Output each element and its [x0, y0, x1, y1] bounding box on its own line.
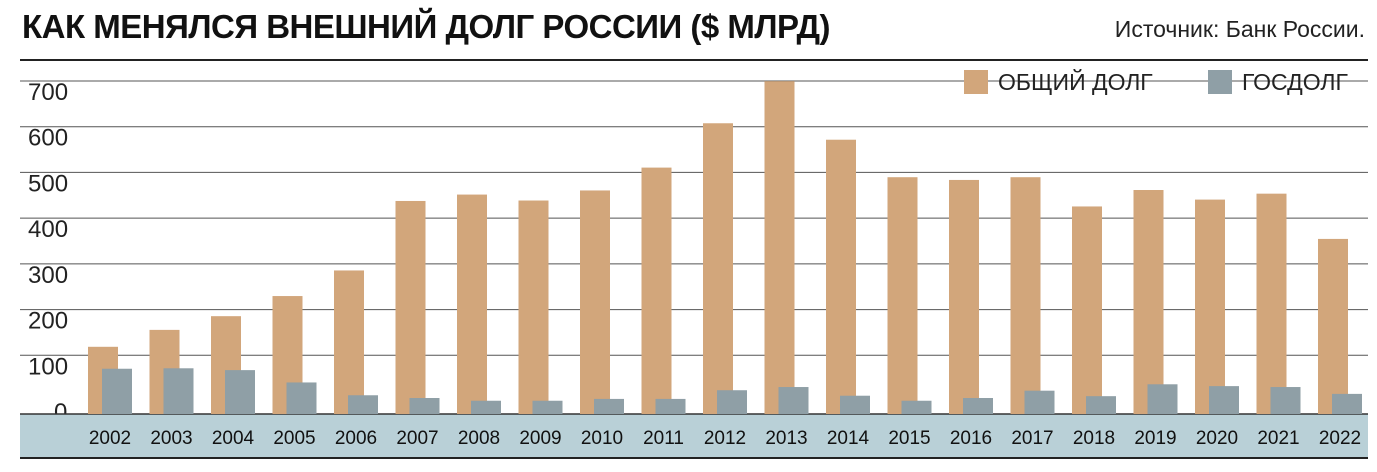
- y-tick-label-600: 600: [28, 125, 68, 152]
- bar-gov-2006: [348, 395, 378, 414]
- bar-gov-2002: [102, 368, 132, 414]
- x-axis-ticks: 2002 2003 2004 2005 2006 2007 2008 2009 2010 2011…: [89, 428, 1361, 449]
- bar-total-2018: [1072, 206, 1102, 414]
- bar-total-2006: [334, 270, 364, 414]
- x-axis-band: [20, 414, 1368, 458]
- legend-label-total: ОБЩИЙ ДОЛГ: [998, 68, 1153, 95]
- bar-gov-2003: [163, 368, 194, 414]
- bar-total-2019: [1133, 190, 1164, 414]
- bar-total-2008: [457, 194, 487, 414]
- gridlines: [20, 80, 1368, 356]
- bar-total-2013: [764, 81, 795, 414]
- bar-gov-2012: [717, 390, 747, 414]
- bar-total-2010: [580, 190, 610, 414]
- x-tick-label-2021: 2021: [1257, 428, 1299, 449]
- x-tick-label-2003: 2003: [150, 428, 192, 449]
- bar-gov-2011: [655, 398, 686, 414]
- bar-total-2009: [518, 200, 549, 414]
- y-tick-label-500: 500: [28, 170, 68, 197]
- bar-gov-2015: [901, 400, 932, 414]
- y-tick-label-400: 400: [28, 216, 68, 243]
- x-tick-label-2012: 2012: [704, 428, 746, 449]
- legend-swatch-gov: [1208, 70, 1232, 94]
- bar-gov-2007: [409, 398, 440, 414]
- legend: ОБЩИЙ ДОЛГ ГОСДОЛГ: [964, 68, 1348, 95]
- bar-gov-2019: [1147, 384, 1178, 414]
- x-tick-label-2011: 2011: [643, 428, 684, 449]
- bar-total-2011: [641, 167, 672, 414]
- bar-total-2020: [1195, 199, 1225, 414]
- bar-total-2016: [949, 179, 979, 414]
- bar-gov-2005: [286, 382, 317, 414]
- bar-gov-2004: [225, 370, 255, 414]
- x-tick-label-2020: 2020: [1196, 428, 1238, 449]
- x-tick-label-2006: 2006: [335, 428, 377, 449]
- bar-total-2017: [1010, 177, 1041, 414]
- x-tick-label-2022: 2022: [1319, 428, 1361, 449]
- x-tick-label-2013: 2013: [765, 428, 807, 449]
- x-tick-label-2017: 2017: [1011, 428, 1053, 449]
- bar-total-2007: [395, 200, 426, 414]
- legend-label-gov: ГОСДОЛГ: [1242, 69, 1348, 95]
- bar-total-2014: [826, 139, 856, 414]
- bar-gov-2010: [594, 398, 624, 414]
- bar-gov-2021: [1270, 387, 1301, 414]
- source-note: Источник: Банк России.: [1114, 16, 1365, 42]
- bar-total-2021: [1256, 193, 1287, 414]
- chart-title: КАК МЕНЯЛСЯ ВНЕШНИЙ ДОЛГ РОССИИ ($ МЛРД): [22, 8, 830, 45]
- x-tick-label-2014: 2014: [827, 428, 870, 449]
- x-tick-label-2002: 2002: [89, 428, 131, 449]
- bars: [88, 81, 1362, 414]
- x-tick-label-2010: 2010: [581, 428, 623, 449]
- legend-swatch-total: [964, 70, 988, 94]
- bar-total-2012: [703, 123, 733, 414]
- bar-gov-2017: [1024, 390, 1055, 414]
- bar-gov-2014: [840, 395, 870, 414]
- bar-gov-2016: [963, 398, 993, 414]
- x-tick-label-2019: 2019: [1134, 428, 1176, 449]
- bar-total-2022: [1318, 238, 1348, 414]
- x-tick-label-2008: 2008: [458, 428, 500, 449]
- bar-total-2015: [887, 177, 918, 414]
- bar-gov-2020: [1209, 386, 1239, 414]
- x-tick-label-2005: 2005: [273, 428, 315, 449]
- y-tick-label-100: 100: [28, 353, 68, 380]
- x-tick-label-2016: 2016: [950, 428, 992, 449]
- x-tick-label-2018: 2018: [1073, 428, 1115, 449]
- x-tick-label-2007: 2007: [396, 428, 438, 449]
- bar-gov-2008: [471, 400, 501, 414]
- y-tick-label-700: 700: [28, 79, 68, 106]
- x-tick-label-2015: 2015: [888, 428, 930, 449]
- x-tick-label-2009: 2009: [519, 428, 561, 449]
- y-tick-label-200: 200: [28, 308, 68, 335]
- y-tick-label-300: 300: [28, 262, 68, 289]
- bar-gov-2013: [778, 387, 809, 414]
- bar-gov-2022: [1332, 393, 1362, 414]
- bar-gov-2018: [1086, 396, 1116, 414]
- x-tick-label-2004: 2004: [212, 428, 255, 449]
- bar-gov-2009: [532, 400, 563, 414]
